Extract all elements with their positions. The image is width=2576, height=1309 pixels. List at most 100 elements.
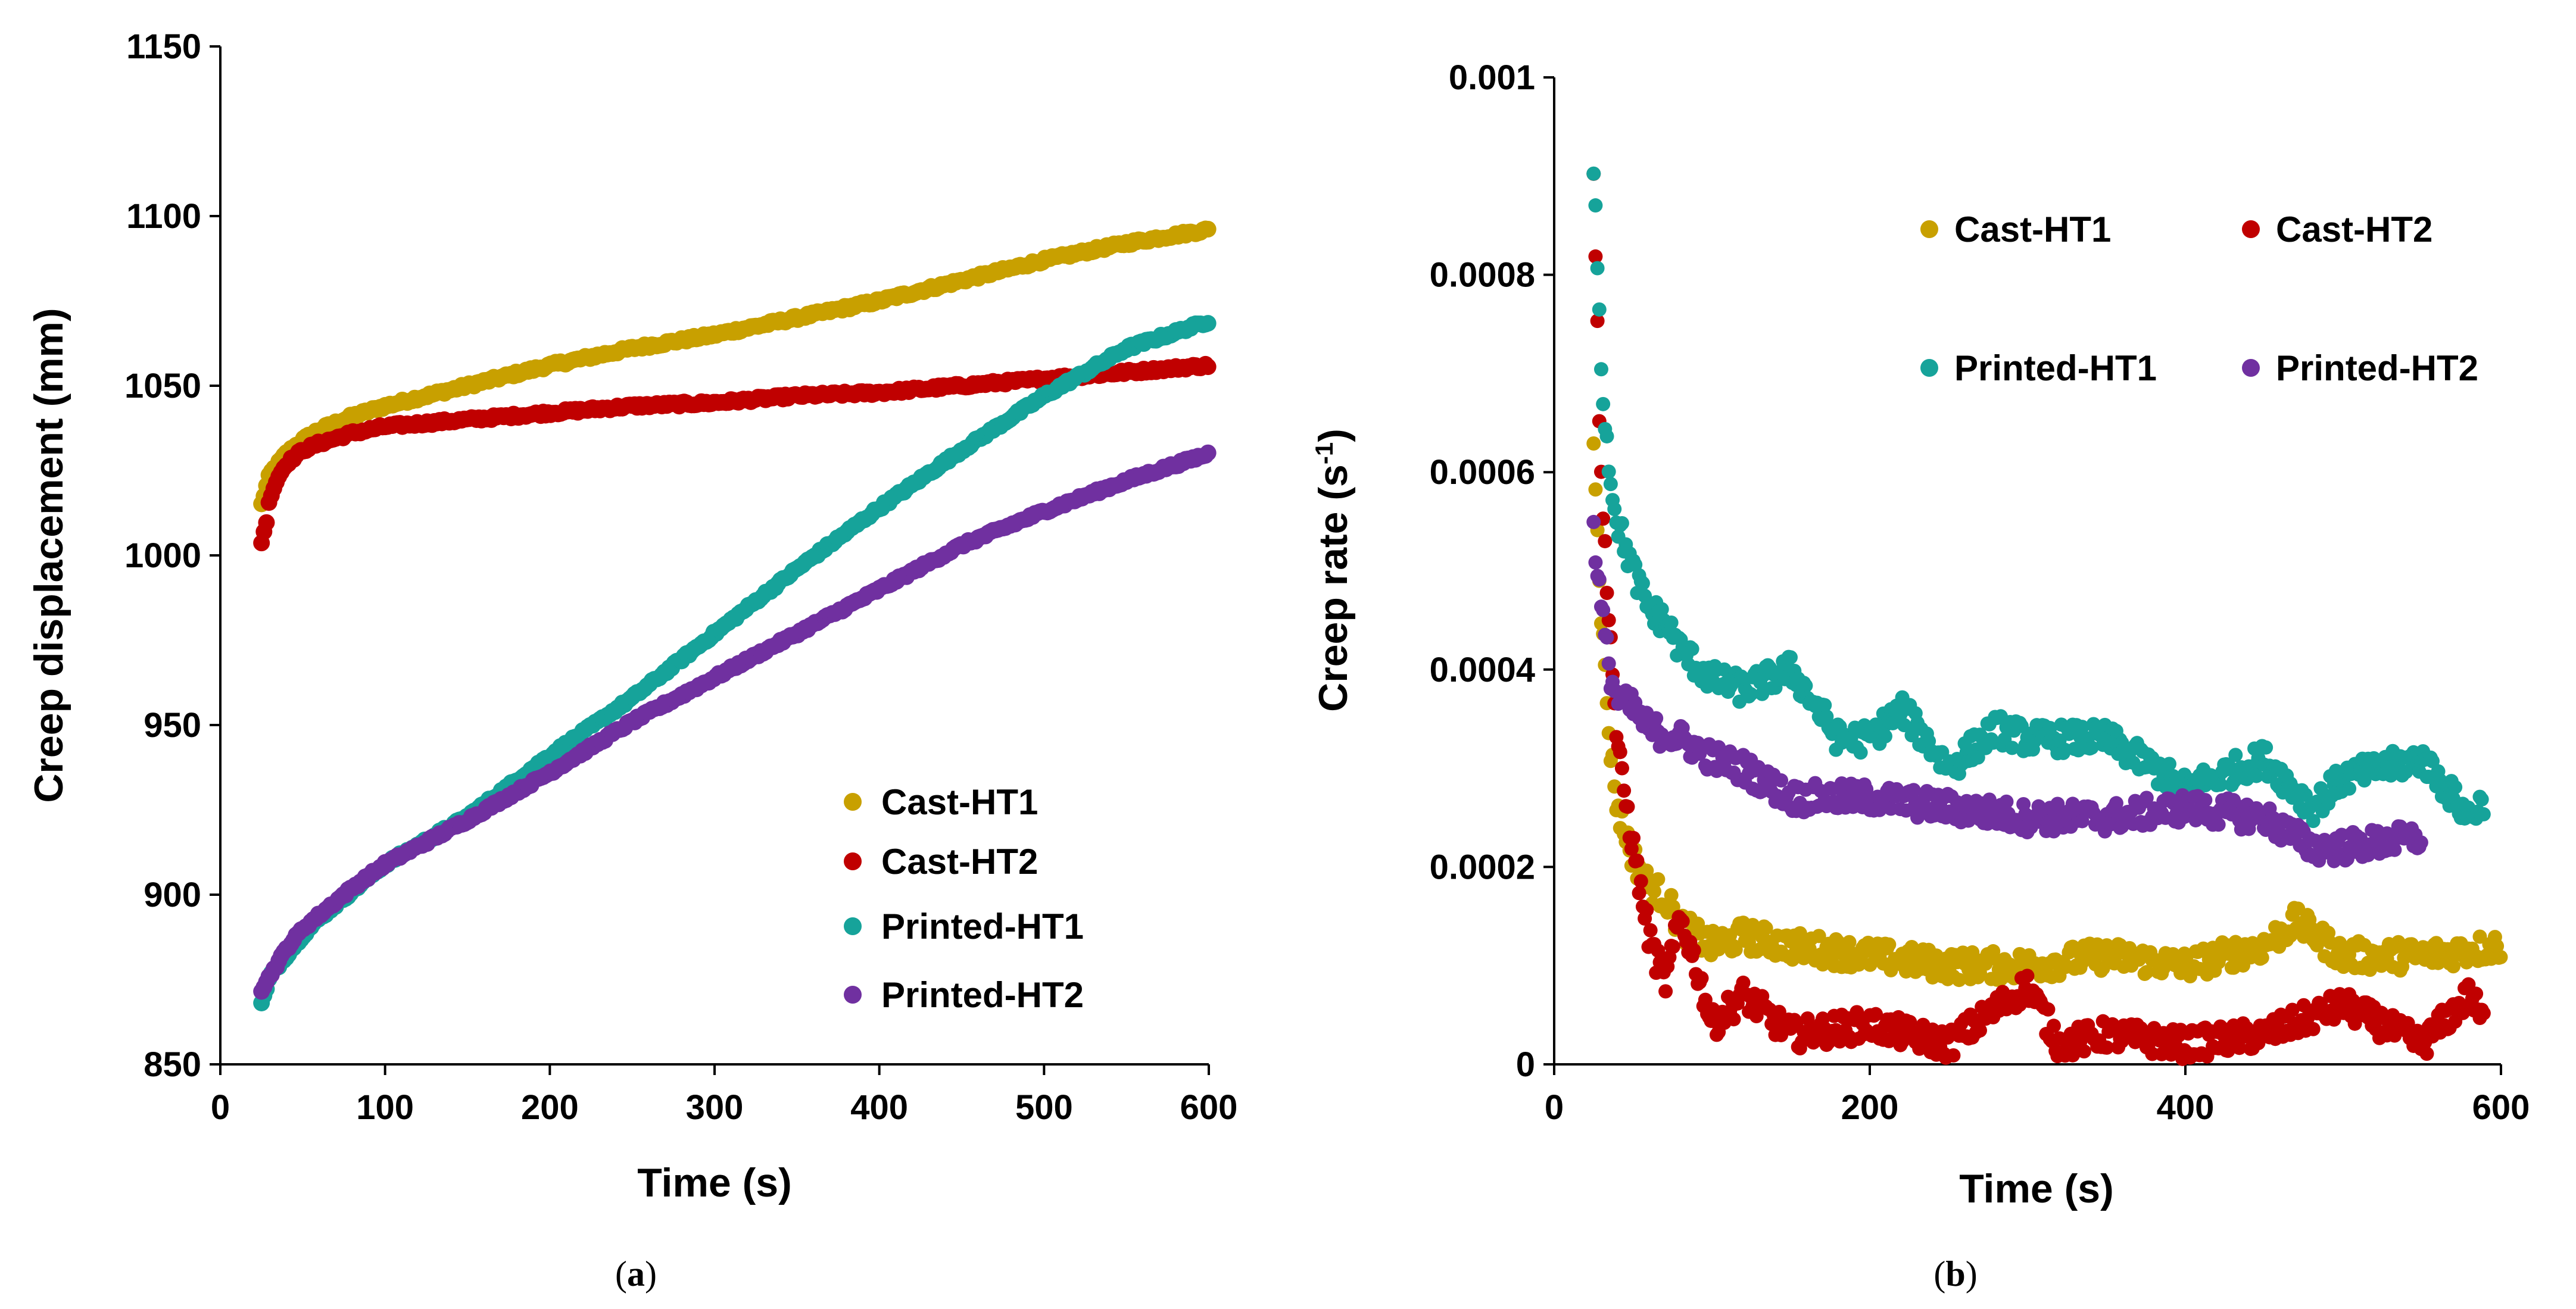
data-point — [1586, 436, 1601, 451]
data-point — [2384, 768, 2399, 783]
series-cast-ht2 — [1586, 166, 2491, 1066]
data-point — [1651, 943, 1666, 958]
panel-b-caption: (b) — [1933, 1254, 1977, 1294]
x-tick-label: 0 — [1545, 1088, 1564, 1127]
data-point — [1601, 464, 1616, 479]
data-point — [1601, 656, 1616, 671]
series-printed-ht1 — [1586, 166, 2491, 829]
data-point — [1686, 943, 1701, 958]
legend-marker-printed-ht2 — [2242, 359, 2260, 377]
data-point — [2304, 921, 2319, 936]
data-point — [2041, 1002, 2056, 1017]
legend-label-cast-ht1: Cast-HT1 — [1954, 210, 2111, 249]
data-point — [2448, 780, 2463, 795]
data-point — [1199, 220, 1217, 238]
data-point — [2075, 720, 2090, 735]
legend-marker-cast-ht2 — [2242, 220, 2260, 238]
data-point — [2213, 777, 2228, 792]
y-tick-label: 950 — [144, 706, 201, 745]
series-cast-ht1 — [1586, 436, 2508, 988]
data-point — [1853, 745, 1868, 760]
data-point — [1811, 929, 1826, 944]
x-tick-label: 0 — [211, 1088, 230, 1127]
data-point — [1588, 198, 1603, 213]
data-point — [1842, 935, 1857, 949]
data-point — [2469, 986, 2484, 1001]
data-point — [1630, 853, 1645, 868]
data-point — [1614, 761, 1629, 776]
data-point — [2095, 961, 2110, 976]
data-point — [1590, 261, 1605, 276]
panel-b-y-axis-title: Creep rate (s-1) — [1310, 429, 1356, 712]
data-point — [2198, 792, 2213, 807]
data-point — [2050, 796, 2065, 811]
x-tick-label: 400 — [850, 1088, 908, 1127]
y-tick-label: 0.0004 — [1430, 651, 1535, 689]
legend-label-cast-ht2: Cast-HT2 — [881, 842, 1038, 882]
panel-b-legend: Cast-HT1 Cast-HT2 Printed-HT1 Printed-HT… — [1920, 210, 2478, 388]
data-point — [2100, 1040, 2115, 1055]
panel-b-creep-rate-chart: 0 0.0002 0.0004 0.0006 0.0008 0.001 0 200 400 60… — [1310, 58, 2530, 1294]
panel-b-x-ticks: 0 200 400 600 — [1545, 1064, 2530, 1127]
legend-label-printed-ht1: Printed-HT1 — [1954, 348, 2157, 388]
data-point — [1869, 1007, 1883, 1021]
panel-a-data-points — [253, 220, 1217, 1011]
data-point — [2259, 740, 2274, 755]
data-point — [1590, 314, 1605, 329]
y-tick-label: 0.001 — [1449, 58, 1535, 97]
data-point — [2342, 781, 2357, 796]
data-point — [1649, 711, 1664, 726]
data-point — [1624, 841, 1639, 856]
data-point — [2228, 748, 2243, 763]
data-point — [1599, 586, 1614, 601]
data-point — [1592, 572, 1607, 587]
legend-label-printed-ht2: Printed-HT2 — [881, 975, 1084, 1015]
panel-b-data-points — [1586, 166, 2508, 1066]
data-point — [2139, 965, 2154, 980]
data-point — [2076, 1044, 2091, 1059]
y-tick-label: 0.0008 — [1430, 256, 1535, 295]
data-point — [1658, 984, 1673, 999]
data-point — [1951, 973, 1966, 988]
data-point — [1878, 729, 1892, 743]
data-point — [2413, 835, 2428, 850]
data-point — [1726, 1012, 1741, 1027]
y-tick-label: 1000 — [124, 536, 201, 575]
legend-label-cast-ht1: Cast-HT1 — [881, 782, 1038, 822]
data-point — [1639, 902, 1654, 917]
y-tick-label: 900 — [144, 876, 201, 914]
data-point — [1639, 863, 1654, 878]
data-point — [1598, 534, 1613, 549]
data-point — [1774, 773, 1789, 788]
data-point — [1736, 975, 1751, 990]
data-point — [2249, 768, 2264, 783]
data-point — [1647, 884, 1662, 899]
y-tick-label: 1150 — [126, 27, 201, 66]
data-point — [1685, 642, 1699, 657]
data-point — [2474, 792, 2489, 807]
data-point — [1632, 886, 1646, 901]
y-tick-label: 1050 — [124, 367, 201, 405]
panel-b-x-axis-title: Time (s) — [1959, 1166, 2113, 1211]
x-tick-label: 400 — [2157, 1088, 2215, 1127]
data-point — [2419, 1046, 2434, 1061]
y-tick-label: 1100 — [126, 197, 201, 236]
data-point — [2472, 929, 2487, 944]
data-point — [2251, 1036, 2266, 1051]
panel-a-x-ticks: 0 100 200 300 400 500 600 — [211, 1064, 1237, 1127]
data-point — [1599, 429, 1614, 443]
data-point — [1817, 698, 1832, 713]
data-point — [1586, 166, 1601, 181]
data-point — [1798, 678, 1813, 693]
data-point — [1946, 1048, 1961, 1063]
data-point — [1965, 945, 1980, 960]
data-point — [1643, 923, 1658, 938]
data-point — [1819, 709, 1834, 724]
data-point — [2020, 969, 2035, 983]
data-point — [1675, 914, 1690, 929]
legend-label-printed-ht1: Printed-HT1 — [881, 907, 1084, 946]
panel-a-displacement-chart: 850 900 950 1000 1050 1100 1150 0 100 200 300 400 5… — [26, 27, 1237, 1294]
data-point — [1599, 630, 1614, 645]
data-point — [1666, 939, 1680, 954]
data-point — [1586, 514, 1601, 529]
